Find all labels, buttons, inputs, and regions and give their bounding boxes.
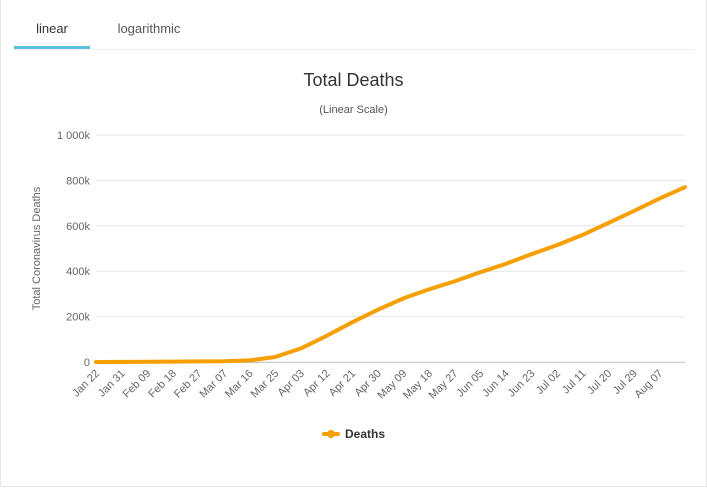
data-point: [529, 252, 533, 256]
tab-logarithmic[interactable]: logarithmic: [117, 21, 181, 36]
data-point: [427, 287, 431, 291]
scale-tabs: linear logarithmic: [14, 0, 694, 50]
x-tick-label: Apr 21: [327, 368, 358, 399]
tab-linear[interactable]: linear: [14, 0, 90, 49]
data-point: [196, 359, 200, 363]
x-tick-label: Jun 05: [454, 368, 486, 400]
x-tick-label: Jun 23: [506, 368, 538, 400]
legend: Deaths: [0, 425, 707, 441]
x-tick-label: Jul 02: [534, 368, 563, 397]
x-tick-label: Apr 12: [301, 368, 332, 399]
y-tick-label: 1 000k: [57, 130, 91, 142]
x-tick-label: Jul 11: [560, 368, 589, 397]
legend-item-deaths[interactable]: Deaths: [321, 427, 385, 441]
y-tick-label: 600k: [66, 221, 90, 233]
x-tick-label: May 27: [427, 368, 461, 402]
data-point: [171, 360, 175, 364]
data-point: [657, 197, 661, 201]
y-tick-label: 0: [84, 357, 90, 369]
data-point: [683, 185, 687, 189]
data-point: [145, 360, 149, 364]
legend-label: Deaths: [344, 427, 385, 441]
data-point: [273, 355, 277, 359]
series-line-deaths: [94, 185, 687, 364]
y-tick-label: 800k: [66, 175, 90, 187]
data-point: [401, 296, 405, 300]
x-tick-label: Jul 20: [585, 368, 614, 397]
data-point: [248, 358, 252, 362]
data-point: [222, 359, 226, 363]
data-point: [632, 209, 636, 213]
data-point: [606, 221, 610, 225]
y-tick-label: 200k: [66, 312, 90, 324]
data-point: [324, 334, 328, 338]
data-point: [504, 262, 508, 266]
chart-subtitle: (Linear Scale): [319, 104, 388, 116]
data-point: [120, 360, 124, 364]
x-tick-label: Apr 03: [276, 368, 307, 399]
x-tick-label: Aug 07: [632, 368, 665, 401]
chart-title: Total Deaths: [303, 70, 404, 90]
data-point: [376, 308, 380, 312]
data-point: [581, 233, 585, 237]
x-tick-label: Jun 14: [480, 368, 512, 400]
x-tick-label: Mar 25: [249, 368, 282, 401]
data-point: [94, 360, 98, 364]
data-point: [350, 320, 354, 324]
data-point: [299, 346, 303, 350]
y-axis-title: Total Coronavirus Deaths: [31, 186, 43, 310]
x-tick-label: Jan 22: [70, 368, 102, 400]
data-point: [555, 243, 559, 247]
data-point: [478, 270, 482, 274]
y-tick-label: 400k: [66, 266, 90, 278]
data-point: [453, 279, 457, 283]
legend-swatch: [321, 430, 340, 438]
